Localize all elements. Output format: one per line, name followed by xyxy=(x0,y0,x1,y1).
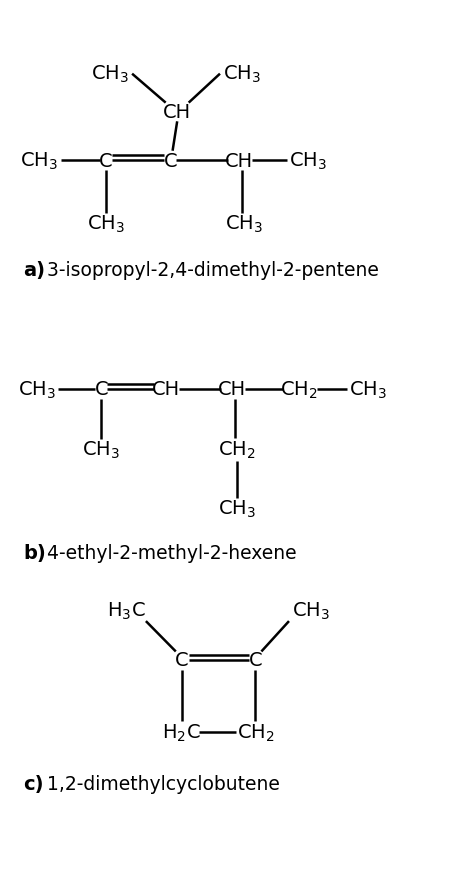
Text: CH$_3$: CH$_3$ xyxy=(18,379,56,400)
Text: C: C xyxy=(99,152,113,170)
Text: CH$_3$: CH$_3$ xyxy=(292,601,329,622)
Text: CH$_3$: CH$_3$ xyxy=(87,213,125,234)
Text: CH$_3$: CH$_3$ xyxy=(289,150,328,172)
Text: CH$_2$: CH$_2$ xyxy=(280,379,318,400)
Text: C: C xyxy=(94,380,108,399)
Text: CH$_3$: CH$_3$ xyxy=(82,439,120,460)
Text: C: C xyxy=(248,651,262,670)
Text: 4-ethyl-2-methyl-2-hexene: 4-ethyl-2-methyl-2-hexene xyxy=(41,544,297,562)
Text: CH$_3$: CH$_3$ xyxy=(91,64,129,85)
Text: CH$_3$: CH$_3$ xyxy=(349,379,387,400)
Text: CH$_3$: CH$_3$ xyxy=(223,64,261,85)
Text: c): c) xyxy=(23,774,44,793)
Text: 1,2-dimethylcyclobutene: 1,2-dimethylcyclobutene xyxy=(41,774,280,793)
Text: C: C xyxy=(175,651,189,670)
Text: CH$_3$: CH$_3$ xyxy=(225,213,263,234)
Text: CH$_3$: CH$_3$ xyxy=(218,498,256,519)
Text: CH: CH xyxy=(163,103,191,121)
Text: H$_3$C: H$_3$C xyxy=(107,601,146,622)
Text: CH: CH xyxy=(225,152,254,170)
Text: C: C xyxy=(164,152,177,170)
Text: CH$_2$: CH$_2$ xyxy=(218,439,256,460)
Text: a): a) xyxy=(23,261,45,280)
Text: H$_2$C: H$_2$C xyxy=(163,722,201,743)
Text: CH$_3$: CH$_3$ xyxy=(20,150,58,172)
Text: 3-isopropyl-2,4-dimethyl-2-pentene: 3-isopropyl-2,4-dimethyl-2-pentene xyxy=(41,261,379,280)
Text: b): b) xyxy=(23,544,46,562)
Text: CH: CH xyxy=(152,380,180,399)
Text: CH: CH xyxy=(219,380,246,399)
Text: CH$_2$: CH$_2$ xyxy=(237,722,274,743)
